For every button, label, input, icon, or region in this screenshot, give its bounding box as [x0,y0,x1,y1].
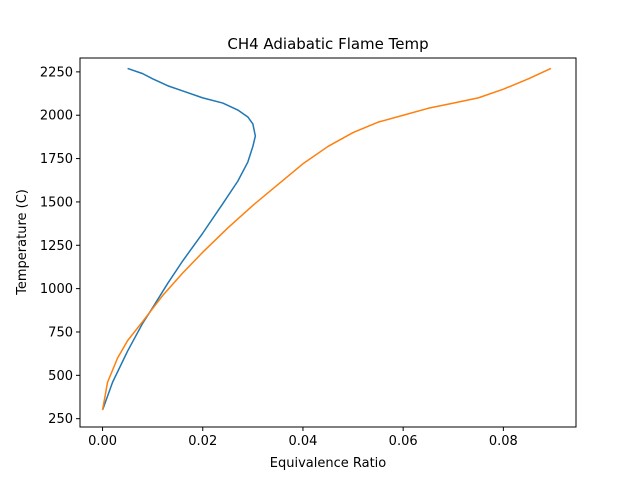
series-line-2 [101,67,552,411]
y-axis-ticks: 250 500 750 1000 1250 1500 1750 2000 2250 [40,65,80,427]
y-tick-label: 2000 [40,109,73,124]
y-tick-label: 2250 [40,65,73,80]
x-tick-label: 0.02 [188,434,217,449]
x-tick-label: 0.08 [489,434,518,449]
y-tick-label: 250 [48,412,73,427]
x-axis-label: Equivalence Ratio [270,456,387,471]
y-tick-label: 1750 [40,152,73,167]
y-tick-label: 500 [48,369,73,384]
series-layer [101,67,552,411]
y-tick-label: 1500 [40,195,73,210]
x-axis-ticks: 0.00 0.02 0.04 0.06 0.08 [88,427,518,449]
y-tick-label: 1000 [40,282,73,297]
plot-frame [79,57,577,428]
y-axis-label: Temperature (C) [15,189,30,296]
y-tick-label: 1250 [40,239,73,254]
x-tick-label: 0.04 [288,434,317,449]
chart-title: CH4 Adiabatic Flame Temp [227,35,428,53]
x-tick-label: 0.00 [88,434,117,449]
y-tick-label: 750 [48,325,73,340]
x-tick-label: 0.06 [389,434,418,449]
